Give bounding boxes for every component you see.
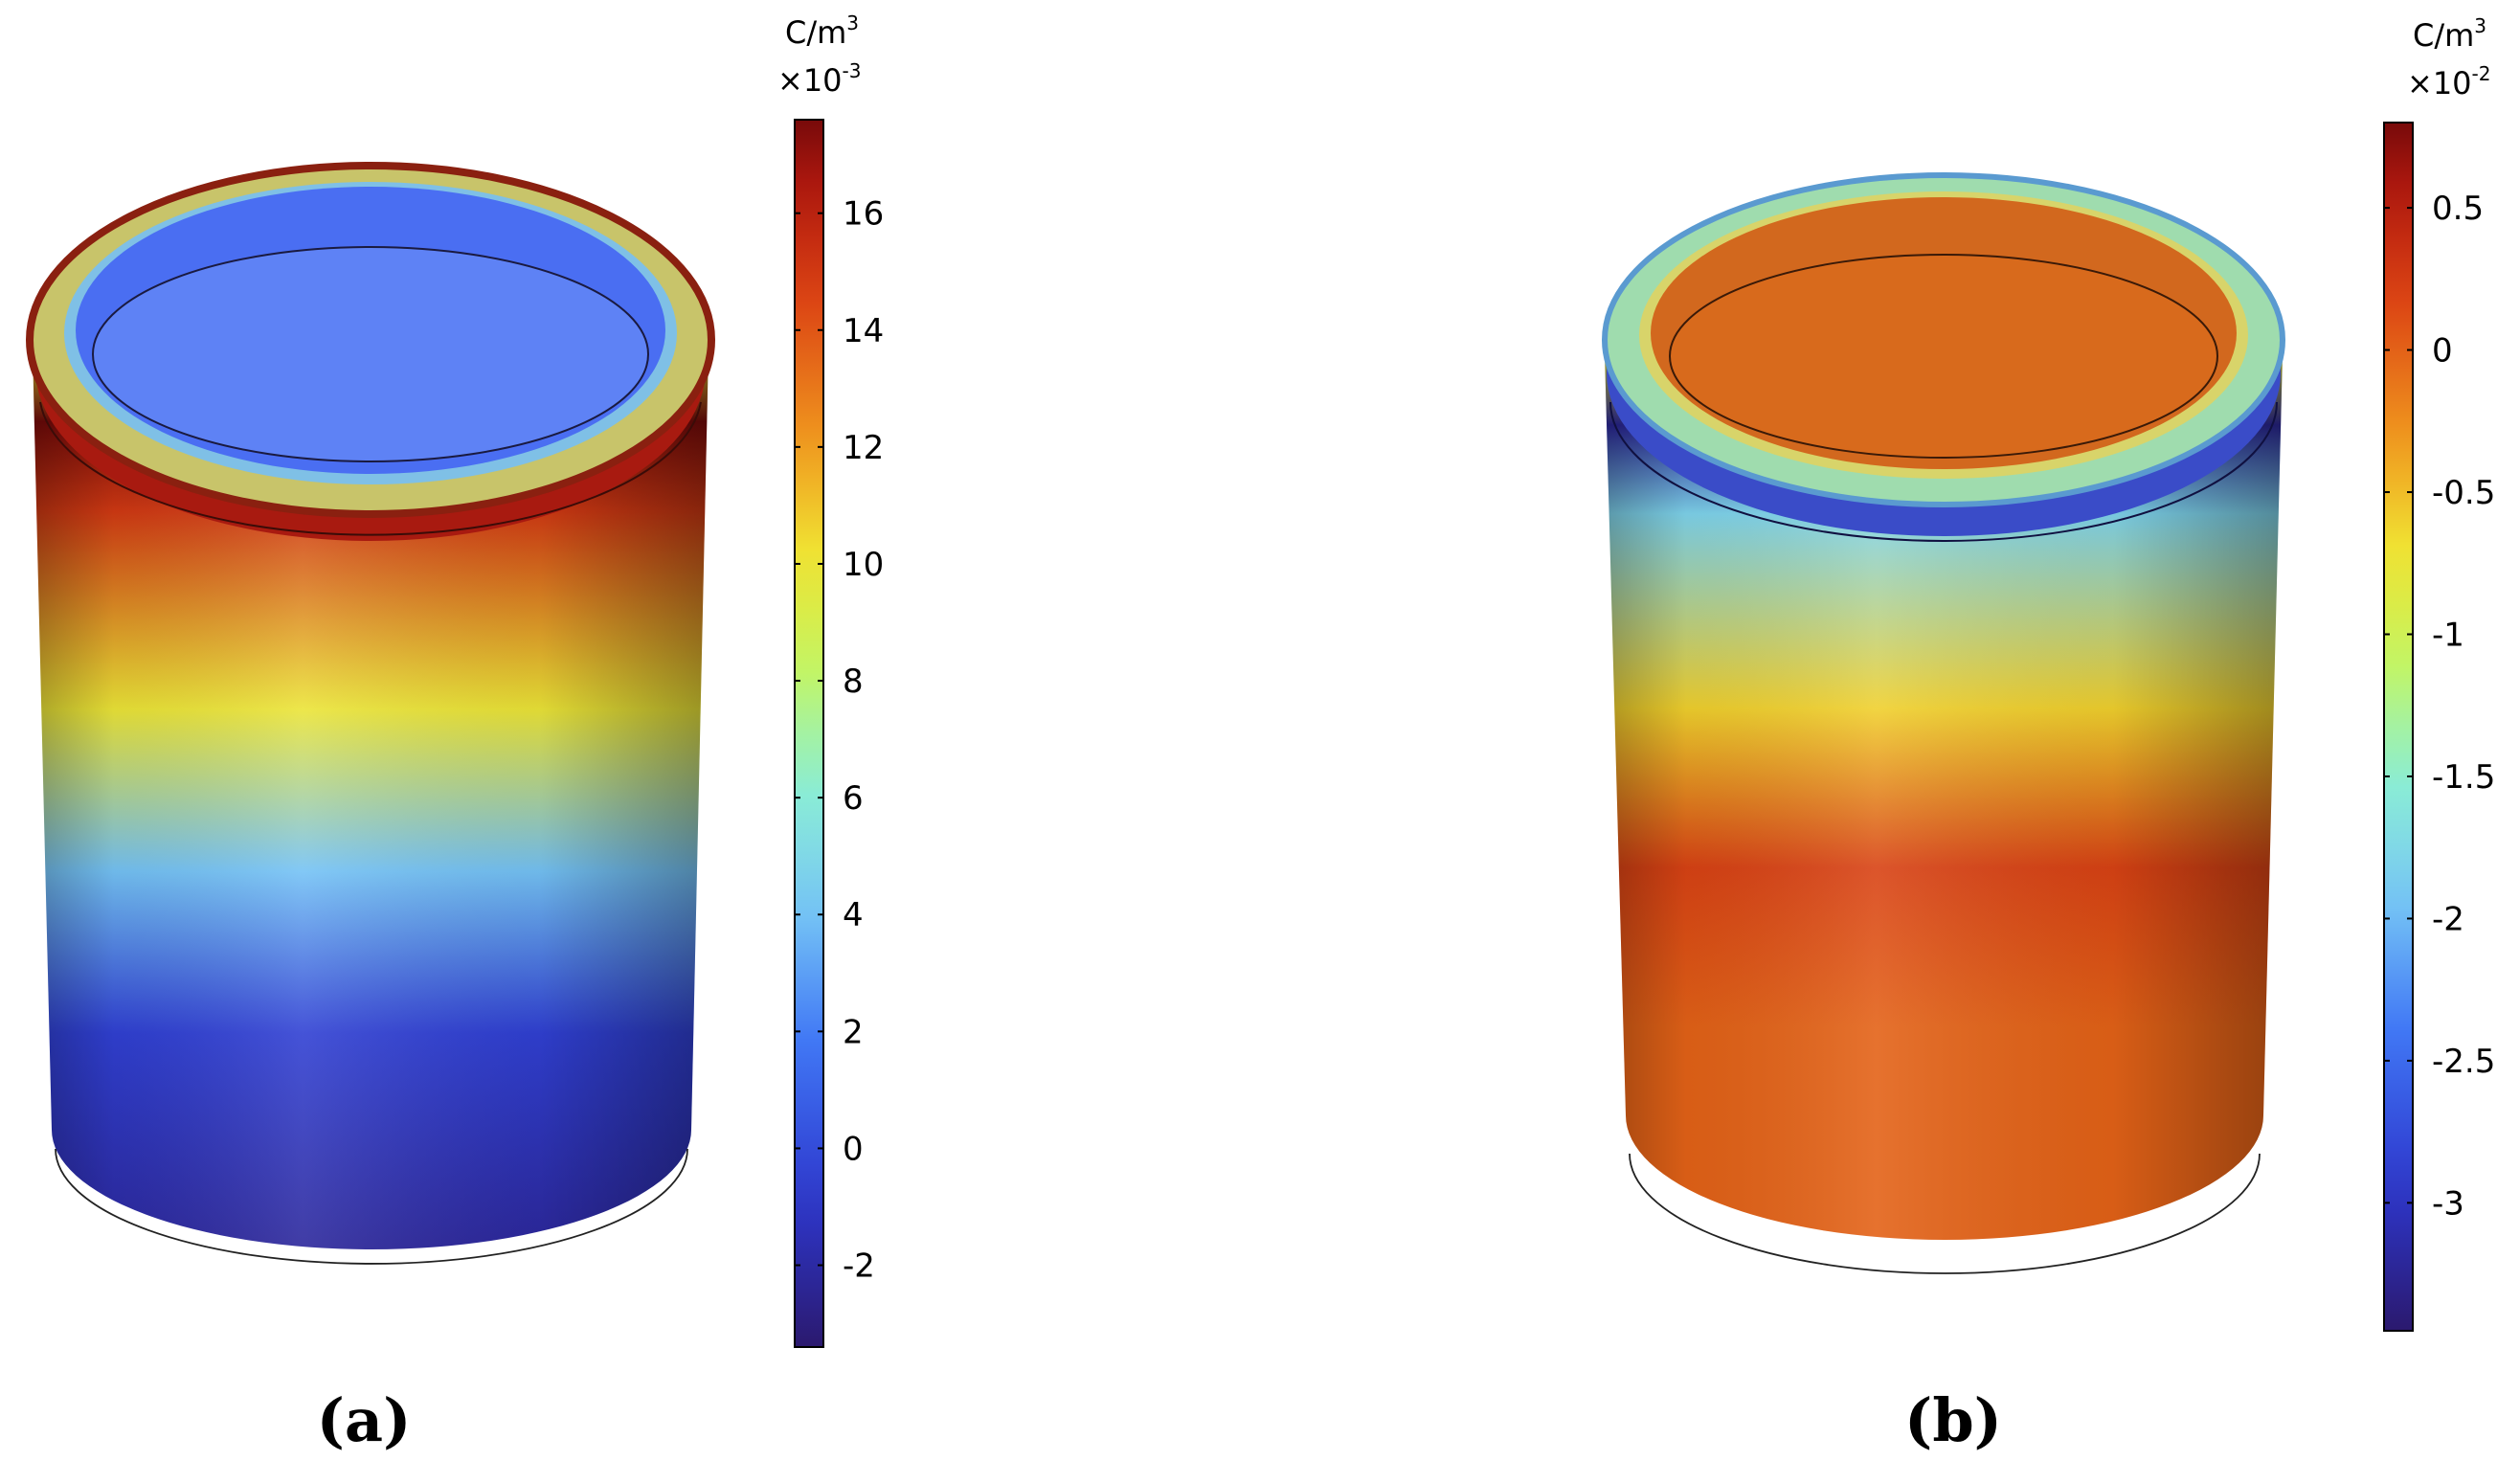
rim-seam-a	[39, 401, 702, 536]
inner-floor-edge-a	[92, 246, 649, 462]
panel-a: 16 14 12 10 8 6 4 2 0 -2 C/m3 ×10-3 (a)	[26, 11, 884, 1455]
colorbar-a-tick-label: 14	[843, 312, 884, 350]
colorbar-a-tick-label: -2	[843, 1247, 875, 1286]
colorbar-a-tick-label: 8	[843, 663, 864, 701]
panel-label-a: (a)	[317, 1385, 412, 1455]
colorbar-b: 0.5 0 -0.5 -1 -1.5 -2 -2.5 -3 C/m3 ×10-2	[2383, 14, 2495, 1332]
colorbar-a-tick-label: 4	[843, 896, 864, 934]
bottom-seam-a	[55, 1148, 688, 1265]
rim-seam-b	[1609, 401, 2278, 542]
colorbar-b-tick-label: -2.5	[2432, 1043, 2495, 1081]
colorbar-a: 16 14 12 10 8 6 4 2 0 -2 C/m3 ×10-3	[777, 11, 884, 1348]
inner-floor-edge-b	[1669, 254, 2218, 459]
cylinder-a	[26, 162, 715, 1265]
colorbar-b-tick-label: -3	[2432, 1184, 2464, 1223]
colorbar-b-tick-label: -1	[2432, 616, 2464, 654]
colorbar-a-bar	[794, 119, 824, 1348]
colorbar-b-tick-label: -2	[2432, 900, 2464, 938]
colorbar-a-tick-label: 0	[843, 1130, 864, 1168]
colorbar-a-tick-label: 12	[843, 429, 884, 467]
colorbar-b-tick-label: -0.5	[2432, 474, 2495, 512]
colorbar-a-ticks: 16 14 12 10 8 6 4 2 0 -2	[795, 195, 884, 1286]
panel-label-b: (b)	[1904, 1385, 2002, 1455]
colorbar-b-tick-label: 0	[2432, 332, 2453, 371]
cylinder-shade-a	[33, 349, 709, 1249]
colorbar-a-unit: C/m3	[785, 11, 859, 51]
bottom-seam-b	[1629, 1153, 2261, 1274]
colorbar-a-tick-label: 6	[843, 779, 864, 818]
colorbar-a-tick-label: 10	[843, 546, 884, 584]
cylinder-shade-b	[1605, 354, 2283, 1240]
colorbar-b-bar	[2383, 122, 2414, 1332]
colorbar-b-multiplier: ×10-2	[2407, 62, 2490, 101]
cylinder-b	[1602, 172, 2285, 1274]
colorbar-b-tick-label: 0.5	[2432, 190, 2484, 228]
colorbar-a-tick-label: 2	[843, 1013, 864, 1051]
panel-b: 0.5 0 -0.5 -1 -1.5 -2 -2.5 -3 C/m3 ×10-2 (b)	[1602, 14, 2495, 1455]
colorbar-b-ticks: 0.5 0 -0.5 -1 -1.5 -2 -2.5 -3	[2384, 190, 2495, 1223]
colorbar-a-multiplier: ×10-3	[777, 59, 861, 99]
colorbar-b-tick-label: -1.5	[2432, 758, 2495, 797]
colorbar-b-unit: C/m3	[2413, 14, 2486, 54]
colorbar-a-tick-label: 16	[843, 195, 884, 234]
